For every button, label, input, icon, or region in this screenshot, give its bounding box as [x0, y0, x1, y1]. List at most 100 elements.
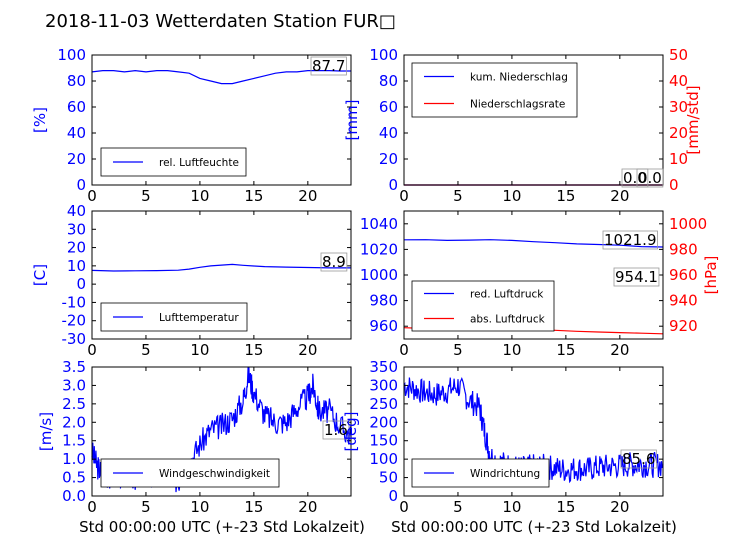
y-right-tick-label: 10 [669, 150, 688, 168]
legend-box [411, 62, 578, 118]
y-tick-label: 960 [369, 317, 398, 335]
y-tick-label: 3.5 [62, 358, 86, 376]
x-tick-label: 15 [556, 341, 575, 359]
y-tick-label: 10 [67, 257, 86, 275]
y-tick-label: 0 [388, 176, 398, 194]
annotation-box [602, 230, 658, 250]
plot-frame-precip [403, 54, 664, 186]
plot-frame-windspeed [91, 366, 352, 497]
y-tick-label: 1020 [360, 240, 398, 258]
y-right-tick-label: 920 [669, 317, 698, 335]
y-tick-label: 150 [369, 432, 398, 450]
legend-label: abs. Luftdruck [470, 314, 546, 326]
legend-label: Lufttemperatur [159, 312, 239, 324]
y-axis-label: [deg] [342, 412, 360, 452]
x-axis-label-left: Std 00:00:00 UTC (+-23 Std Lokalzeit) [79, 518, 365, 536]
x-tick-label: 10 [502, 498, 521, 516]
y-tick-label: 50 [379, 469, 398, 487]
value-annotation: 0.0 [623, 169, 647, 187]
x-axis-label-right: Std 00:00:00 UTC (+-23 Std Lokalzeit) [391, 518, 677, 536]
y-axis-label: [mm] [343, 100, 361, 141]
x-tick-label: 5 [141, 341, 151, 359]
x-tick-label: 5 [141, 498, 151, 516]
y-tick-label: 30 [67, 220, 86, 238]
x-tick-label: 20 [298, 498, 317, 516]
x-tick-label: 20 [298, 341, 317, 359]
x-tick-label: 5 [453, 187, 463, 205]
legend-label: red. Luftdruck [470, 289, 544, 301]
y-tick-label: 100 [369, 46, 398, 64]
y-tick-label: 0 [76, 176, 86, 194]
legend-label: rel. Luftfeuchte [159, 157, 239, 169]
y-right-axis-label: [hPa] [702, 256, 720, 295]
value-annotation: 954.1 [615, 268, 658, 286]
y-tick-label: 60 [379, 98, 398, 116]
x-tick-label: 5 [141, 187, 151, 205]
x-tick-label: 10 [190, 187, 209, 205]
y-right-tick-label: 40 [669, 72, 688, 90]
panel-windspeed: 0 5 10 15 20 0.00.51.01.52.02.53.03.5 [m/s] Win… [37, 358, 352, 516]
legend-precip: kum. Niederschlag Niederschlagsrate [411, 62, 578, 118]
y-tick-label: 40 [67, 124, 86, 142]
value-annotation: 1.6 [324, 421, 348, 439]
y-right-tick-label: 960 [669, 266, 698, 284]
x-tick-label: 20 [610, 341, 629, 359]
legend-windspeed: Windgeschwindigkeit [100, 458, 280, 488]
legend-box [411, 280, 555, 332]
y-tick-label: 100 [57, 46, 86, 64]
y-tick-label: -20 [62, 312, 87, 330]
y-tick-label: -10 [62, 293, 87, 311]
x-tick-label: 0 [87, 341, 97, 359]
y-tick-label: 980 [369, 292, 398, 310]
legend-label: Windrichtung [470, 468, 540, 480]
x-tick-label: 0 [87, 498, 97, 516]
panel-pressure: 0 5 10 15 20 960 980 1000 1020 1040 920 940 960 980 10… [360, 210, 720, 359]
x-tick-label: 5 [453, 498, 463, 516]
panel-winddir: 0 5 10 15 20050100150200250300350[deg]Windri… [342, 358, 664, 516]
panel-humidity: 0 5 10 15 20 0 20 40 60 80 100 [%] rel. Luftfeuchte 8… [31, 46, 352, 205]
y-tick-label: 3.0 [62, 376, 86, 394]
annotation-box [620, 449, 657, 469]
figure-title: 2018-11-03 Wetterdaten Station FUR□ [45, 11, 396, 32]
annotation-box [320, 252, 348, 272]
y-right-tick-label: 980 [669, 240, 698, 258]
legend-temperature: Lufttemperatur [100, 302, 248, 332]
legend-winddir: Windrichtung [411, 458, 550, 488]
x-tick-label: 0 [399, 498, 409, 516]
x-tick-label: 15 [244, 341, 263, 359]
y-axis-label: [m/s] [37, 412, 55, 451]
x-tick-label: 15 [244, 187, 263, 205]
y-tick-label: 300 [369, 376, 398, 394]
x-tick-label: 10 [190, 498, 209, 516]
x-tick-label: 15 [556, 498, 575, 516]
y-tick-label: 1000 [360, 266, 398, 284]
y-axis-label: [C] [31, 264, 49, 286]
y-right-tick-label: 940 [669, 292, 698, 310]
y-tick-label: -30 [62, 330, 87, 348]
annotation-box [613, 267, 660, 287]
value-annotation: 85.6 [622, 450, 655, 468]
y-tick-label: 0 [76, 275, 86, 293]
y-tick-label: 40 [67, 202, 86, 220]
series-line-winddir-0 [403, 377, 664, 484]
value-annotation: 1021.9 [604, 231, 657, 249]
annotation-box [636, 168, 664, 188]
value-annotation: 87.7 [312, 57, 345, 75]
annotation-box [322, 420, 350, 440]
y-axis-label: [%] [31, 107, 49, 133]
panel-precip: 0 5 10 15 20 0 20 40 60 80 100 0 10 20 30 40 50 [mm] [mm/s… [343, 46, 702, 205]
annotation-box [310, 56, 347, 76]
x-tick-label: 10 [190, 341, 209, 359]
y-right-tick-label: 20 [669, 124, 688, 142]
y-tick-label: 20 [67, 239, 86, 257]
y-right-axis-label: [mm/std] [684, 85, 702, 154]
x-tick-label: 0 [399, 341, 409, 359]
y-tick-label: 20 [67, 150, 86, 168]
x-tick-label: 5 [453, 341, 463, 359]
panel-temperature: 0 5 10 15 20-30-20-10010203040[C]Lufttempera… [31, 202, 352, 359]
y-tick-label: 350 [369, 358, 398, 376]
y-right-tick-label: 50 [669, 46, 688, 64]
x-tick-label: 10 [502, 341, 521, 359]
y-right-tick-label: 30 [669, 98, 688, 116]
